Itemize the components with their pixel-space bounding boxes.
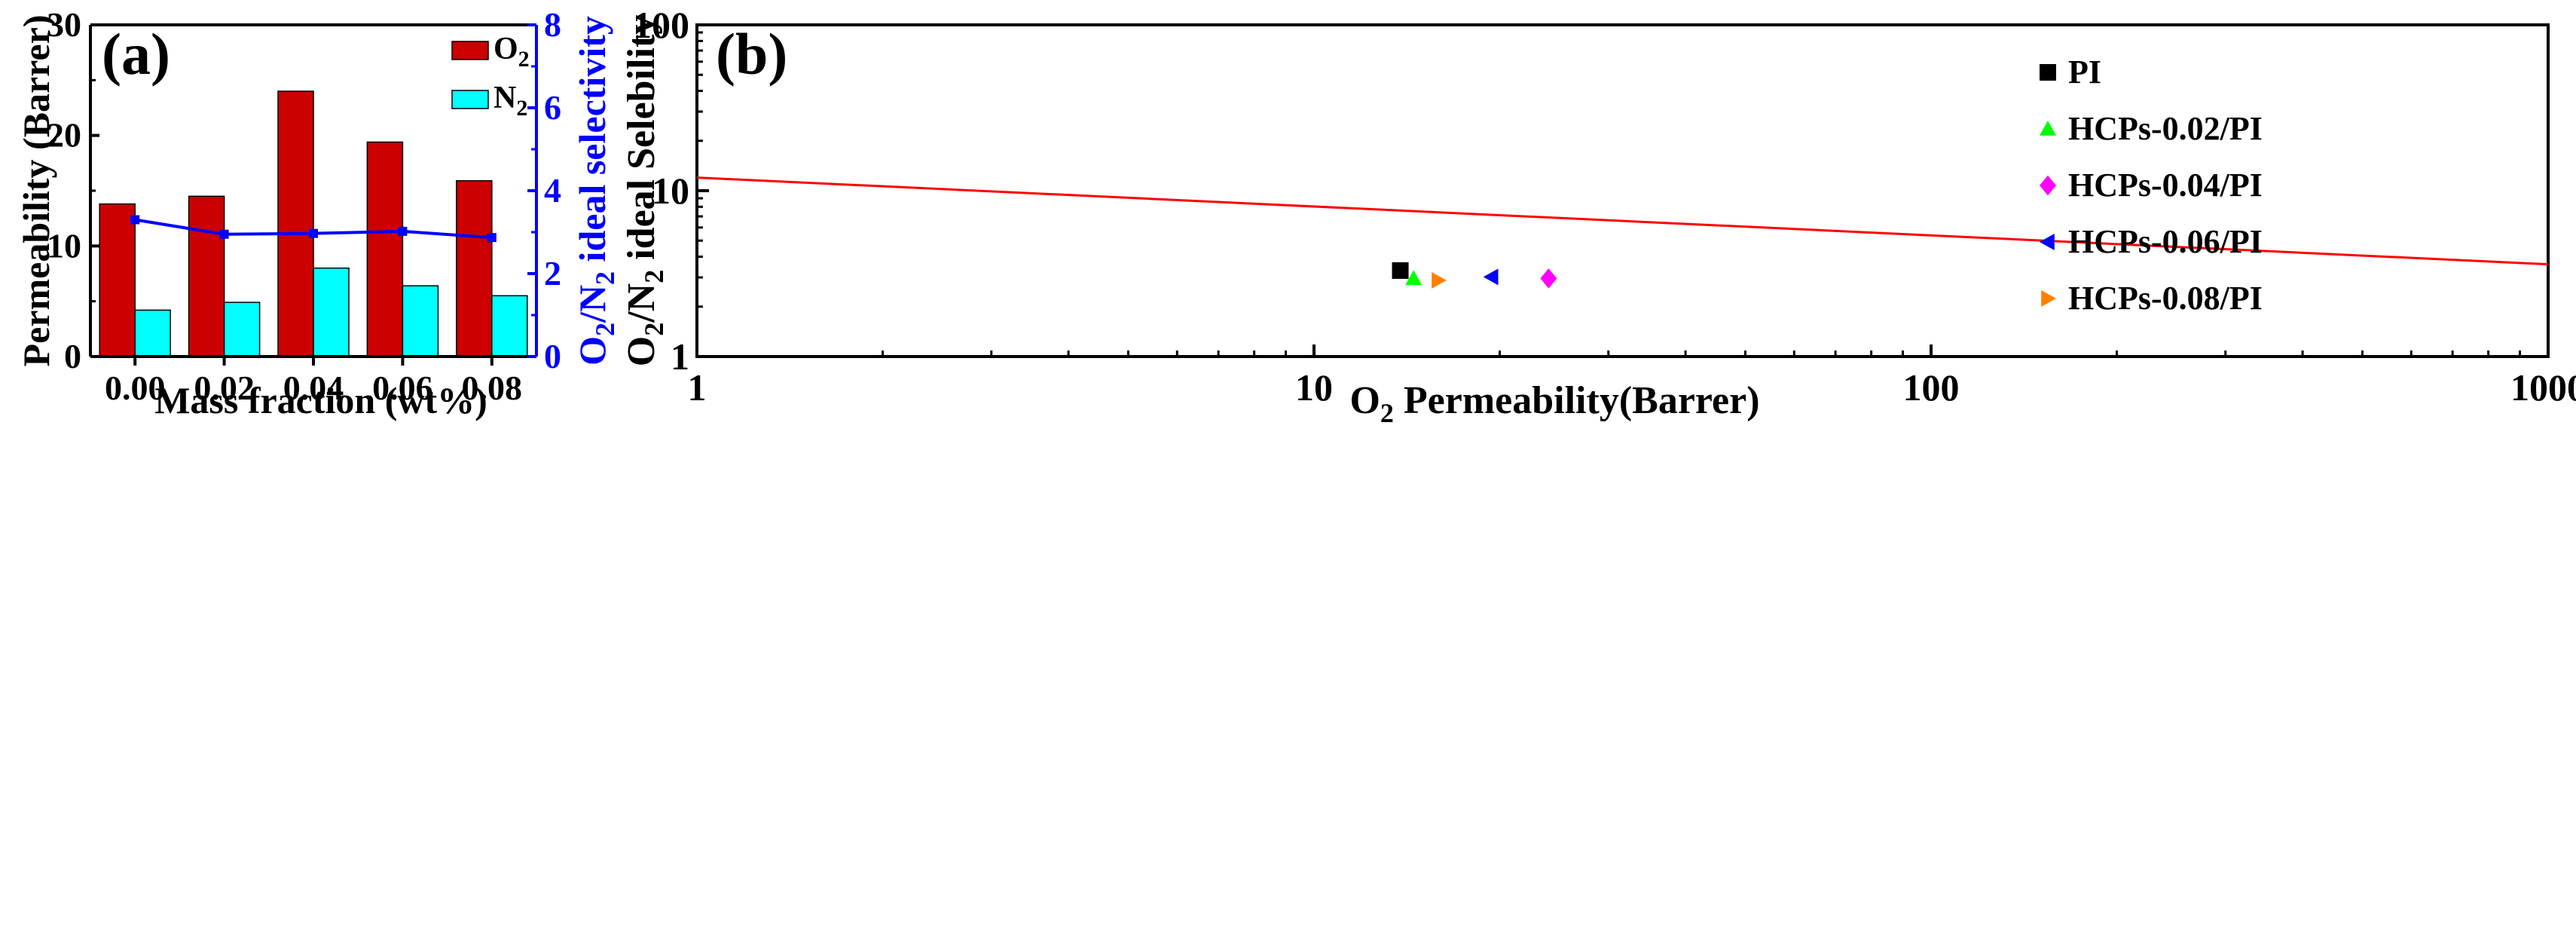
bar-o2 <box>99 203 136 357</box>
text-part: ideal selectivity <box>571 16 613 271</box>
y2-tick-label: 2 <box>544 254 561 292</box>
bar-o2 <box>188 195 225 357</box>
x-tick-label: 1000 <box>2510 366 2576 409</box>
subscript: 2 <box>590 323 620 336</box>
y-tick-label: 100 <box>633 4 689 46</box>
legend-label: PI <box>2068 54 2101 90</box>
y-tick-label: 1 <box>671 335 689 378</box>
y2-tick-label: 0 <box>544 337 561 375</box>
x-tick-label: 0.06 <box>372 369 433 407</box>
x-tick-label: 100 <box>1903 366 1960 409</box>
panel-b: 1 10 100 1000 1 10 100 PI HCPs-0.02/PI HCPs-0.04/… <box>620 4 2576 428</box>
text-part: O <box>620 336 663 366</box>
bar-o2 <box>366 141 404 357</box>
legend-label: HCPs-0.06/PI <box>2068 223 2263 260</box>
legend-label: O2 <box>494 32 530 72</box>
bar-o2 <box>277 90 314 357</box>
legend-marker <box>2040 64 2056 81</box>
y2-tick-label: 6 <box>544 88 561 127</box>
y-axis-title: O2/N2 ideal Selebility <box>620 15 669 366</box>
y-tick-label: 30 <box>47 5 81 44</box>
y-axis-title: Permeability (Barrer) <box>15 15 57 367</box>
selectivity-point <box>487 233 497 243</box>
text-part: O <box>494 32 518 66</box>
x-tick-label: 0.08 <box>462 369 523 407</box>
y2-tick-label: 4 <box>544 171 561 210</box>
legend-marker <box>2040 175 2056 196</box>
bar-n2 <box>313 267 350 357</box>
x-tick-label: 0.04 <box>283 369 344 407</box>
x-axis-title: O2 Permeability(Barrer) <box>1349 379 1759 428</box>
y2-tick-label: 8 <box>544 5 561 44</box>
text-part: /N <box>571 285 613 323</box>
x-axis-title: Mass fraction (wt%) <box>154 379 487 421</box>
selectivity-point <box>309 228 318 238</box>
subscript: 2 <box>518 47 530 72</box>
subscript: 2 <box>516 96 527 121</box>
legend-marker <box>2040 234 2055 250</box>
legend-label: HCPs-0.04/PI <box>2068 167 2263 204</box>
legend-label: N2 <box>494 81 527 121</box>
legend-marker <box>2040 121 2056 136</box>
legend-label: HCPs-0.02/PI <box>2068 110 2263 147</box>
point-hcps-0-08-pi <box>1432 271 1447 289</box>
point-hcps-0-06-pi <box>1483 268 1499 286</box>
bar-n2 <box>402 285 439 357</box>
legend-label: HCPs-0.08/PI <box>2068 280 2263 317</box>
selectivity-point <box>130 215 140 225</box>
selectivity-point <box>398 226 408 236</box>
y-tick-label: 10 <box>652 170 689 212</box>
legend-swatch <box>451 41 489 60</box>
y-tick-label: 10 <box>47 226 81 265</box>
point-hcps-0-02-pi <box>1405 270 1422 286</box>
point-pi <box>1392 262 1409 279</box>
text-part: O <box>571 336 613 366</box>
x-tick-label: 1 <box>688 366 707 409</box>
text-part: N <box>494 81 516 115</box>
selectivity-point <box>219 229 229 239</box>
x-tick-label: 0.00 <box>105 369 166 407</box>
x-tick-label: 0.02 <box>194 369 255 407</box>
bar-n2 <box>134 309 171 357</box>
text-part: O <box>1349 379 1380 422</box>
upper-bound-line <box>696 176 2549 266</box>
subscript: 2 <box>1380 398 1394 428</box>
text-part: /N <box>620 283 663 323</box>
bar-o2 <box>456 180 493 357</box>
text-part: Permeability(Barrer) <box>1394 379 1760 422</box>
point-hcps-0-04-pi <box>1540 268 1557 289</box>
legend-marker <box>2041 290 2056 307</box>
legend-swatch <box>451 90 489 109</box>
panel-label: (a) <box>102 21 170 87</box>
y-tick-label: 0 <box>64 337 81 375</box>
x-tick-label: 10 <box>1295 366 1333 409</box>
subscript: 2 <box>590 271 620 285</box>
panel-label: (b) <box>716 21 787 87</box>
text-part: ideal Selebility <box>620 15 663 270</box>
bar-n2 <box>491 295 528 357</box>
y2-axis-title: O2/N2 ideal selectivity <box>571 16 620 366</box>
subscript: 2 <box>639 270 669 283</box>
y-tick-label: 20 <box>47 116 81 155</box>
subscript: 2 <box>639 323 669 336</box>
bar-n2 <box>223 302 261 357</box>
